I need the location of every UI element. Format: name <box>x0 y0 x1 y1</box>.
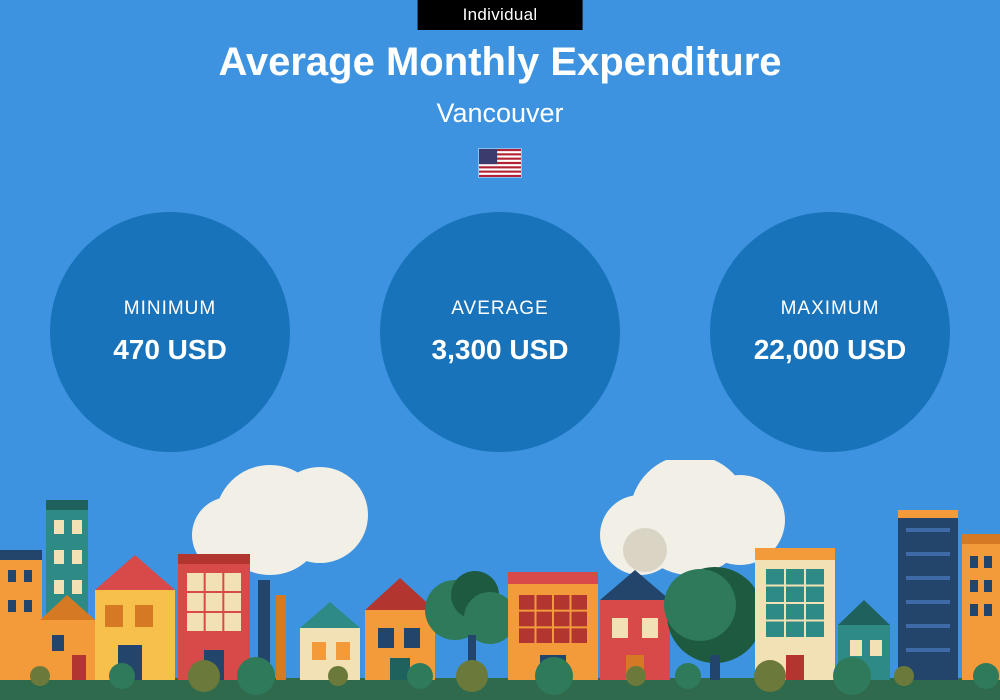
stat-circle-minimum: MINIMUM 470 USD <box>50 212 290 452</box>
stats-row: MINIMUM 470 USD AVERAGE 3,300 USD MAXIMU… <box>0 212 1000 452</box>
stat-label: AVERAGE <box>451 298 548 320</box>
stat-value: 470 USD <box>113 334 227 366</box>
page-title: Average Monthly Expenditure <box>0 40 1000 85</box>
cityscape-illustration <box>0 460 1000 700</box>
stat-circle-average: AVERAGE 3,300 USD <box>380 212 620 452</box>
stat-value: 22,000 USD <box>754 334 907 366</box>
category-tab-label: Individual <box>463 5 538 24</box>
stat-label: MINIMUM <box>124 298 216 320</box>
stat-value: 3,300 USD <box>432 334 569 366</box>
flag-icon <box>478 148 522 178</box>
category-tab: Individual <box>418 0 583 30</box>
city-name: Vancouver <box>0 98 1000 129</box>
stat-circle-maximum: MAXIMUM 22,000 USD <box>710 212 950 452</box>
stat-label: MAXIMUM <box>781 298 880 320</box>
